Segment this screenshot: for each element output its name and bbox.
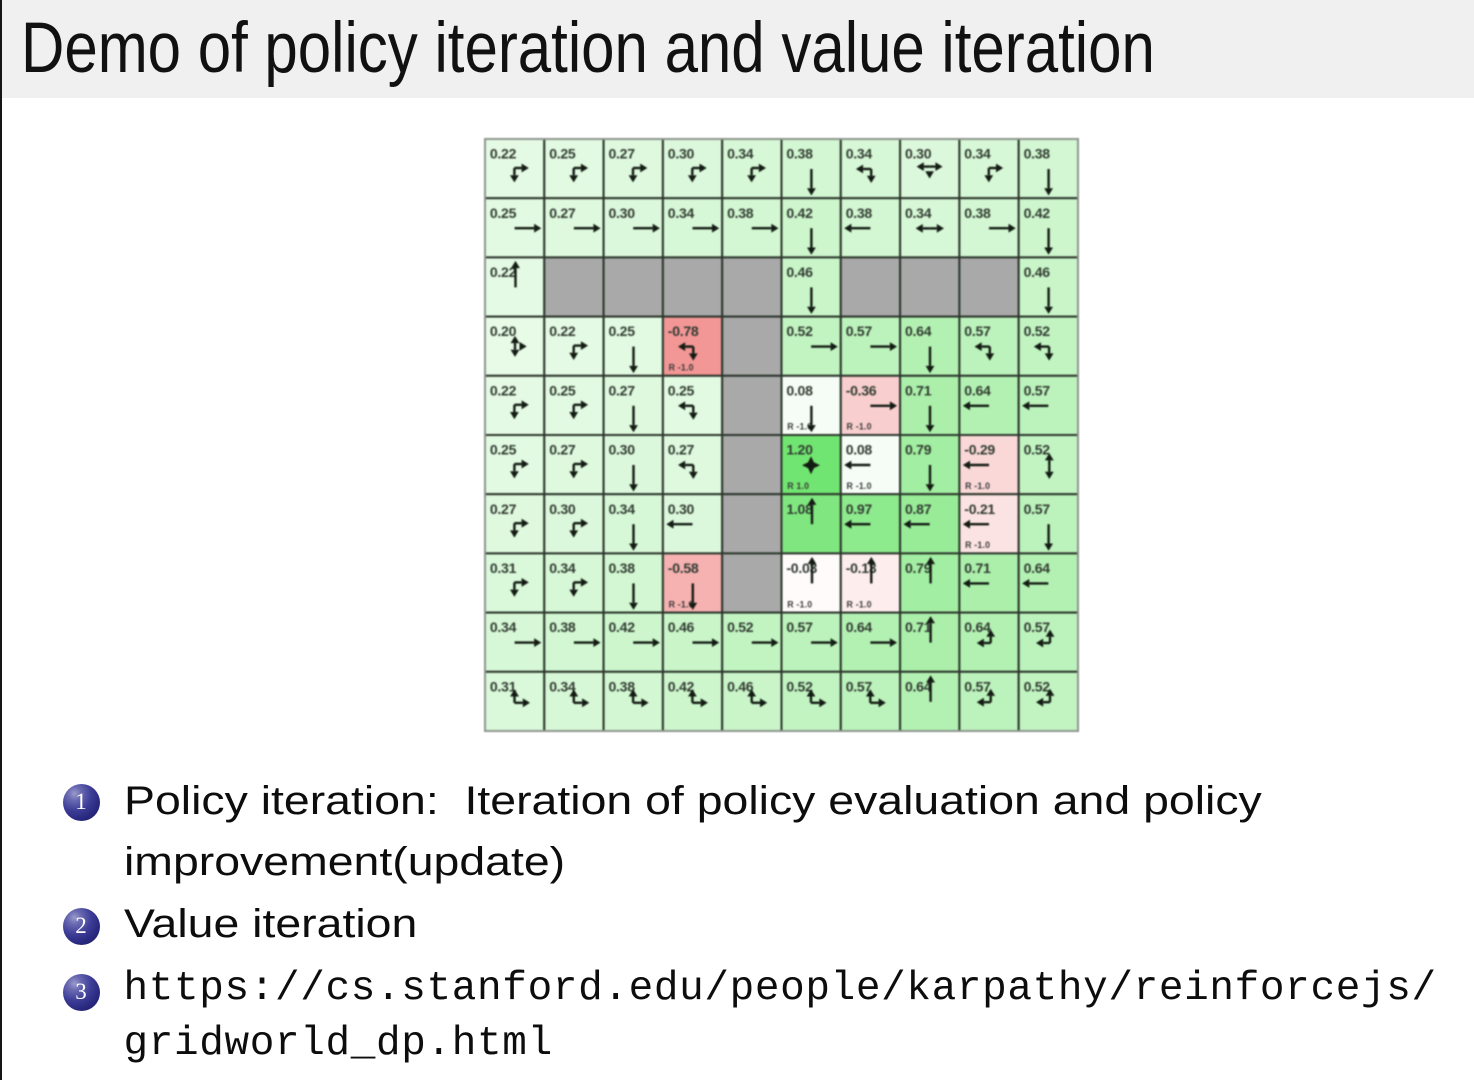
svg-text:0.52: 0.52 [786,323,813,339]
svg-text:0.46: 0.46 [786,264,813,280]
svg-text:0.38: 0.38 [1024,146,1051,162]
svg-text:0.79: 0.79 [905,560,932,576]
svg-text:0.34: 0.34 [905,205,932,221]
svg-text:0.34: 0.34 [549,560,576,576]
svg-text:0.38: 0.38 [609,560,636,576]
svg-text:0.57: 0.57 [1024,501,1051,517]
svg-text:R -1.0: R -1.0 [787,599,812,609]
svg-text:0.38: 0.38 [549,619,576,635]
svg-text:0.64: 0.64 [846,619,873,635]
svg-text:0.34: 0.34 [668,205,695,221]
svg-text:R -1.0: R -1.0 [847,481,872,491]
svg-text:0.38: 0.38 [786,146,813,162]
svg-text:0.71: 0.71 [964,560,991,576]
svg-text:0.22: 0.22 [490,146,517,162]
svg-text:0.42: 0.42 [668,678,695,694]
svg-text:0.52: 0.52 [1024,678,1051,694]
svg-text:-0.58: -0.58 [668,560,699,576]
svg-text:R -1.0: R -1.0 [669,599,694,609]
svg-text:-0.29: -0.29 [964,442,995,458]
svg-text:0.31: 0.31 [490,678,517,694]
svg-text:0.20: 0.20 [490,323,517,339]
svg-text:0.42: 0.42 [1024,205,1051,221]
svg-text:R 1.0: R 1.0 [787,481,809,491]
svg-text:0.34: 0.34 [964,146,991,162]
svg-text:0.38: 0.38 [846,205,873,221]
svg-text:-0.78: -0.78 [668,323,699,339]
svg-text:0.46: 0.46 [727,678,754,694]
svg-text:0.52: 0.52 [1024,442,1051,458]
svg-text:0.22: 0.22 [490,264,517,280]
svg-text:0.38: 0.38 [964,205,991,221]
svg-text:0.42: 0.42 [609,619,636,635]
svg-text:0.64: 0.64 [1024,560,1051,576]
svg-text:0.22: 0.22 [490,382,517,398]
svg-text:0.25: 0.25 [490,205,517,221]
svg-text:0.30: 0.30 [905,146,932,162]
svg-text:0.25: 0.25 [549,146,576,162]
svg-text:R -1.0: R -1.0 [965,481,990,491]
svg-text:0.27: 0.27 [609,146,636,162]
svg-text:0.30: 0.30 [549,501,576,517]
svg-text:0.57: 0.57 [964,678,991,694]
svg-text:0.71: 0.71 [905,382,932,398]
svg-text:1.08: 1.08 [786,501,813,517]
svg-text:R -1.0: R -1.0 [669,363,694,373]
svg-text:0.57: 0.57 [1024,382,1051,398]
svg-text:-0.21: -0.21 [964,501,995,517]
svg-text:0.31: 0.31 [490,560,517,576]
svg-text:0.46: 0.46 [1024,264,1051,280]
svg-text:0.30: 0.30 [668,146,695,162]
svg-text:0.38: 0.38 [609,678,636,694]
svg-text:0.34: 0.34 [727,146,754,162]
svg-text:0.27: 0.27 [668,442,695,458]
svg-text:0.57: 0.57 [846,678,873,694]
svg-text:0.87: 0.87 [905,501,932,517]
svg-text:0.25: 0.25 [549,382,576,398]
svg-text:0.30: 0.30 [609,442,636,458]
svg-text:0.08: 0.08 [846,442,873,458]
svg-text:0.22: 0.22 [549,323,576,339]
svg-text:R -1.0: R -1.0 [847,422,872,432]
svg-text:0.64: 0.64 [964,382,991,398]
svg-text:0.57: 0.57 [964,323,991,339]
svg-text:R -1.0: R -1.0 [965,540,990,550]
svg-text:0.57: 0.57 [1024,619,1051,635]
svg-text:0.30: 0.30 [609,205,636,221]
svg-text:0.34: 0.34 [549,678,576,694]
svg-text:0.52: 0.52 [1024,323,1051,339]
svg-text:0.42: 0.42 [786,205,813,221]
svg-text:0.52: 0.52 [786,678,813,694]
svg-text:0.57: 0.57 [786,619,813,635]
svg-text:0.64: 0.64 [905,323,932,339]
svg-text:0.34: 0.34 [846,146,873,162]
svg-text:R -1.0: R -1.0 [847,599,872,609]
svg-text:0.34: 0.34 [490,619,517,635]
svg-text:0.64: 0.64 [905,678,932,694]
svg-text:0.52: 0.52 [727,619,754,635]
svg-text:0.25: 0.25 [609,323,636,339]
svg-text:0.34: 0.34 [609,501,636,517]
svg-text:0.71: 0.71 [905,619,932,635]
svg-text:R -1.0: R -1.0 [787,422,812,432]
svg-text:0.46: 0.46 [668,619,695,635]
svg-text:0.27: 0.27 [609,382,636,398]
svg-text:0.57: 0.57 [846,323,873,339]
svg-text:0.30: 0.30 [668,501,695,517]
svg-text:0.25: 0.25 [668,382,695,398]
svg-text:0.64: 0.64 [964,619,991,635]
svg-text:0.27: 0.27 [549,205,576,221]
svg-text:0.25: 0.25 [490,442,517,458]
svg-text:0.27: 0.27 [490,501,517,517]
svg-text:1.20: 1.20 [786,442,813,458]
svg-text:0.08: 0.08 [786,382,813,398]
svg-text:0.97: 0.97 [846,501,873,517]
svg-text:0.38: 0.38 [727,205,754,221]
svg-text:0.79: 0.79 [905,442,932,458]
svg-text:-0.36: -0.36 [846,382,877,398]
svg-text:0.27: 0.27 [549,442,576,458]
